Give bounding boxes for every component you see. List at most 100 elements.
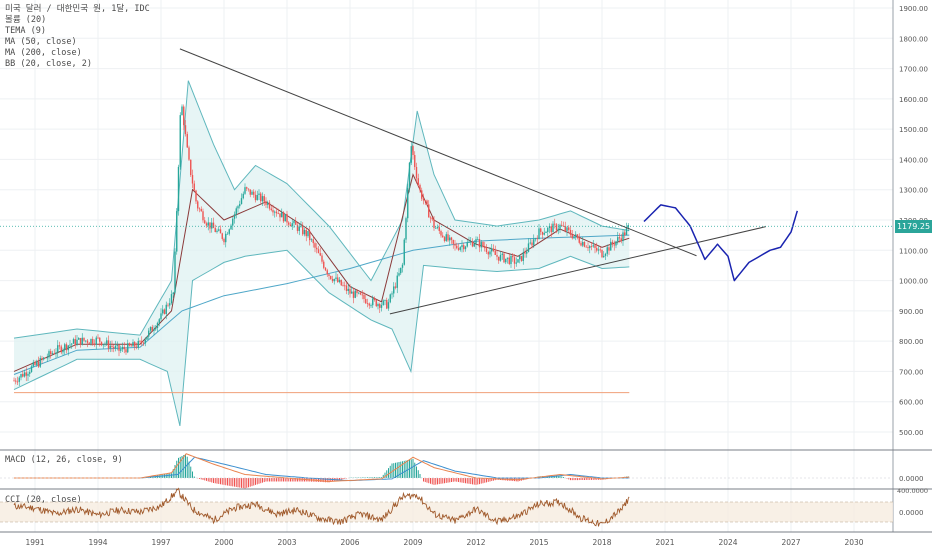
candle-body — [527, 243, 530, 252]
candle-body — [410, 146, 412, 163]
candle-body — [498, 256, 500, 261]
candle-body — [165, 304, 167, 314]
candle-body — [114, 345, 117, 349]
macd-zero-tick: 0.0000 — [899, 475, 924, 483]
candle-body — [190, 159, 192, 176]
candle-body — [501, 253, 503, 255]
candle-body — [226, 233, 229, 235]
macd-pane-label[interactable]: MACD (12, 26, close, 9) — [5, 455, 123, 465]
candle-body — [412, 146, 414, 156]
candle-body — [386, 300, 388, 309]
candle-body — [321, 255, 323, 262]
candle-body — [146, 336, 148, 340]
candle-body — [601, 249, 603, 258]
legend-bb[interactable]: BB (20, close, 2) — [5, 59, 92, 69]
candle-body — [457, 248, 460, 250]
candle-body — [566, 227, 568, 231]
candle-body — [477, 239, 479, 240]
candle-body — [543, 232, 545, 235]
y-tick-label: 1000.00 — [899, 278, 928, 286]
cci-pane-label[interactable]: CCI (20, close) — [5, 495, 82, 505]
legend-ma50[interactable]: MA (50, close) — [5, 37, 77, 47]
candle-body — [470, 241, 472, 243]
candle-body — [36, 361, 38, 365]
candle-body — [291, 223, 293, 227]
candle-body — [617, 237, 619, 242]
candle-body — [529, 242, 531, 244]
x-tick-label: 1997 — [151, 538, 170, 547]
candle-body — [487, 252, 489, 255]
candle-body — [50, 351, 52, 355]
candle-body — [429, 217, 432, 219]
candle-body — [183, 106, 185, 126]
candle-body — [169, 303, 171, 306]
candle-body — [177, 166, 180, 212]
candle-body — [223, 238, 225, 243]
candle-body — [627, 225, 629, 228]
candle-body — [162, 309, 164, 314]
x-tick-label: 1991 — [25, 538, 44, 547]
candle-body — [342, 285, 344, 287]
candle-body — [438, 227, 440, 231]
y-tick-label: 1900.00 — [899, 5, 928, 13]
candle-body — [137, 340, 139, 348]
candle-body — [515, 262, 517, 264]
candle-body — [403, 239, 405, 265]
candle-body — [468, 241, 470, 243]
candle-body — [520, 255, 523, 261]
candle-body — [139, 340, 141, 342]
y-tick-label: 1600.00 — [899, 96, 928, 104]
candle-body — [599, 249, 601, 251]
candle-body — [121, 346, 124, 350]
candle-body — [417, 178, 419, 185]
candle-body — [270, 208, 272, 211]
candle-body — [615, 241, 617, 246]
candle-body — [209, 222, 211, 229]
candle-body — [18, 377, 20, 382]
candle-body — [421, 190, 423, 199]
y-tick-label: 1800.00 — [899, 35, 928, 43]
trendline-ascending — [389, 226, 766, 315]
candle-body — [151, 326, 153, 331]
legend-tema[interactable]: TEMA (9) — [5, 26, 46, 36]
candle-body — [340, 279, 342, 286]
candle-body — [163, 309, 166, 314]
candle-body — [513, 257, 516, 264]
candle-body — [88, 342, 90, 344]
candle-body — [296, 224, 299, 231]
x-tick-label: 1994 — [88, 538, 107, 547]
candle-body — [99, 337, 101, 342]
y-tick-label: 1500.00 — [899, 126, 928, 134]
candle-body — [435, 227, 437, 229]
candle-body — [134, 342, 136, 347]
legend-symbol-title[interactable]: 미국 달러 / 대한민국 원, 1달, IDC — [5, 4, 150, 14]
candle-body — [53, 353, 55, 355]
candle-body — [358, 292, 360, 294]
candle-body — [197, 201, 199, 209]
candle-body — [559, 224, 561, 229]
candle-body — [303, 229, 306, 235]
candle-body — [235, 208, 237, 215]
candle-body — [302, 225, 304, 235]
candle-body — [51, 353, 54, 355]
candle-body — [116, 344, 118, 346]
candle-body — [326, 270, 328, 275]
legend-ma200[interactable]: MA (200, close) — [5, 48, 82, 58]
candle-body — [34, 362, 36, 365]
candle-body — [244, 187, 246, 194]
bollinger-upper-line — [13, 80, 630, 339]
candle-body — [433, 219, 435, 228]
candle-body — [492, 248, 495, 252]
candle-body — [372, 298, 374, 306]
indicator-legend: 미국 달러 / 대한민국 원, 1달, IDC 볼륨 (20) TEMA (9)… — [5, 4, 150, 70]
candle-body — [288, 222, 290, 225]
candle-body — [610, 241, 612, 251]
candle-body — [331, 278, 334, 282]
candle-body — [305, 229, 307, 237]
candle-body — [58, 345, 61, 347]
candle-body — [107, 340, 110, 349]
candle-body — [261, 196, 264, 202]
legend-volume[interactable]: 볼륨 (20) — [5, 15, 47, 25]
